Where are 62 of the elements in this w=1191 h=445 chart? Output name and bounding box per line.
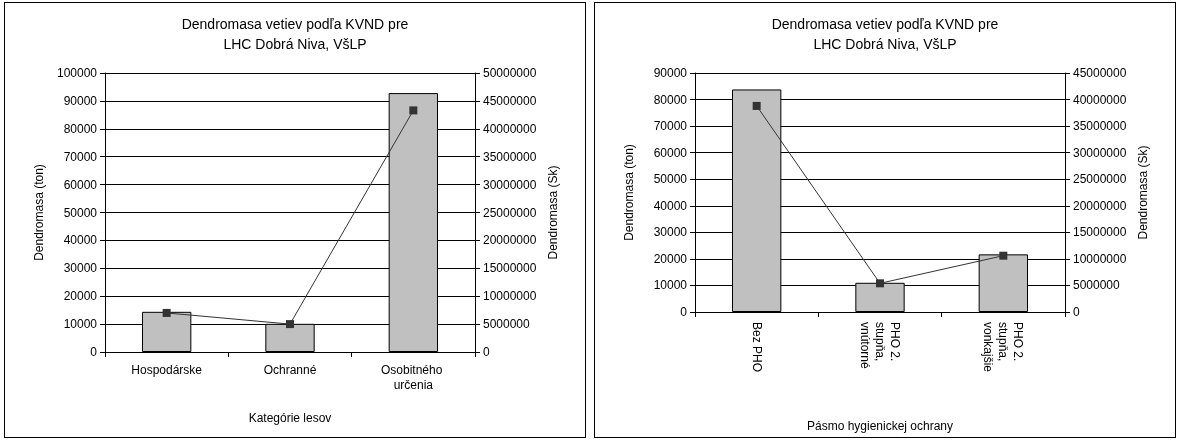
y-tick-label: 50000 <box>653 172 688 187</box>
x-tick-label: PHO 2. stupňa, vnútorné <box>858 322 902 370</box>
y-tick-label: 20000 <box>653 251 688 266</box>
y2-tick-label: 25000000 <box>1073 172 1127 187</box>
y-tick-label: 60000 <box>653 145 688 160</box>
y-tick-label: 20000 <box>63 289 98 304</box>
y2-tick-label: 45000000 <box>483 93 537 108</box>
y2-axis-title: Dendromasa (Sk) <box>1136 145 1151 240</box>
y-tick-label: 30000 <box>653 225 688 240</box>
chart-title: Dendromasa vetiev podľa KVND pre LHC Dobrá Niva, VšLP <box>771 16 999 52</box>
y2-tick-label: 50000000 <box>483 66 537 80</box>
y2-tick-label: 0 <box>1073 305 1080 319</box>
y-tick-label: 0 <box>680 305 688 319</box>
y-tick-label: 40000 <box>63 233 98 248</box>
y-tick-label: 70000 <box>63 149 98 164</box>
x-axis-title: Kategórie lesov <box>248 411 332 425</box>
y-tick-label: 40000 <box>653 198 688 213</box>
y2-tick-label: 30000000 <box>483 177 537 192</box>
y2-tick-label: 35000000 <box>483 149 537 164</box>
y2-tick-label: 5000000 <box>1073 278 1121 293</box>
point <box>876 279 884 288</box>
point <box>162 308 171 317</box>
y2-tick-label: 40000000 <box>1073 92 1127 107</box>
x-axis-title: Pásmo hygienickej ochrany <box>806 419 954 433</box>
y2-tick-label: 10000000 <box>1073 251 1127 266</box>
y2-tick-label: 25000000 <box>483 205 537 220</box>
y-tick-label: 70000 <box>653 119 688 134</box>
y-axis-title: Dendromasa (ton) <box>32 164 46 261</box>
y-tick-label: 10000 <box>653 278 688 293</box>
y-tick-label: 90000 <box>653 66 688 80</box>
y-axis-title: Dendromasa (ton) <box>622 144 636 241</box>
y2-tick-label: 15000000 <box>483 261 537 276</box>
y2-tick-label: 45000000 <box>1073 66 1127 80</box>
y2-tick-label: 0 <box>483 345 490 359</box>
y2-tick-label: 30000000 <box>1073 145 1127 160</box>
y-tick-label: 60000 <box>63 177 98 192</box>
y-tick-label: 10000 <box>63 317 98 332</box>
chart-title: Dendromasa vetiev podľa KVND pre LHC Dobrá Niva, VšLP <box>181 16 409 52</box>
point <box>286 320 294 329</box>
y2-tick-label: 20000000 <box>483 233 537 248</box>
x-tick-label: Ochranné <box>263 362 317 377</box>
x-tick-label: Hospodárske <box>131 362 203 377</box>
y2-tick-label: 40000000 <box>483 121 537 136</box>
y2-tick-label: 15000000 <box>1073 225 1127 240</box>
x-tick-label: PHO 2. stupňa, vonkajšie <box>981 322 1026 373</box>
y-tick-label: 30000 <box>63 261 98 276</box>
x-tick-label: Osobitného určenia <box>380 362 446 392</box>
y2-tick-label: 20000000 <box>1073 198 1127 213</box>
y2-tick-label: 10000000 <box>483 289 537 304</box>
y-tick-label: 50000 <box>63 205 98 220</box>
y2-tick-label: 35000000 <box>1073 119 1127 134</box>
y-tick-label: 90000 <box>63 93 98 108</box>
y2-axis-title: Dendromasa (Sk) <box>546 165 561 260</box>
y-tick-label: 0 <box>90 345 98 359</box>
y2-tick-label: 5000000 <box>483 317 531 332</box>
y-tick-label: 80000 <box>63 121 98 136</box>
x-tick-label: Bez PHO <box>749 322 764 373</box>
point <box>409 106 418 115</box>
y-tick-label: 80000 <box>653 92 688 107</box>
y-tick-label: 100000 <box>56 66 98 80</box>
point <box>999 251 1008 260</box>
point <box>752 101 761 110</box>
